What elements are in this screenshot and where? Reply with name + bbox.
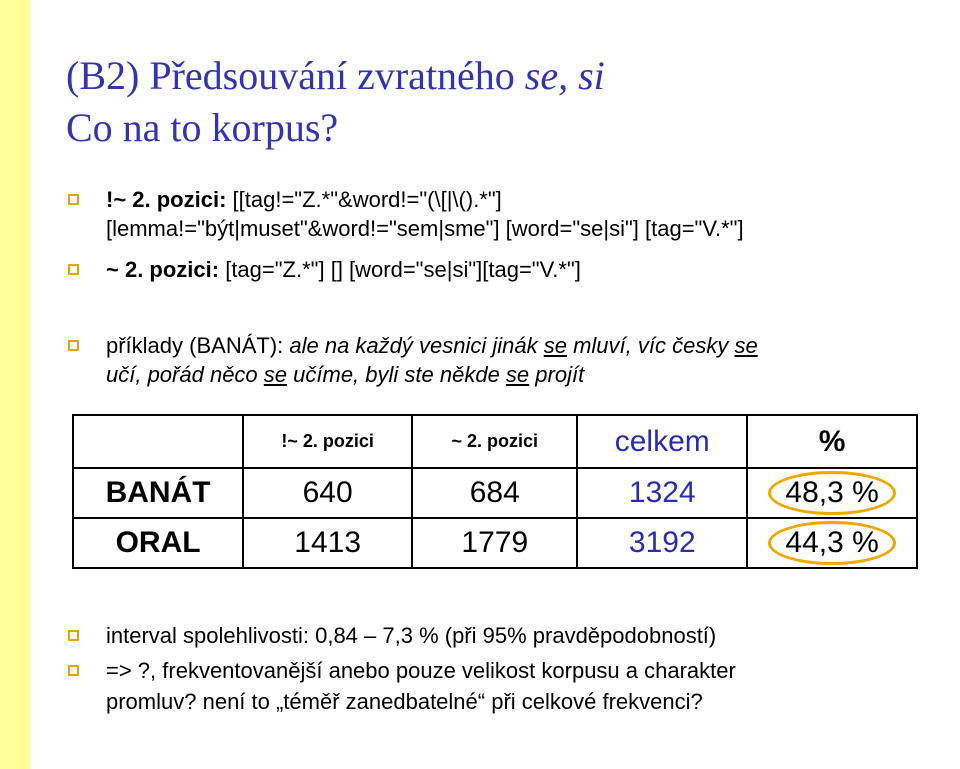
bullet-1-query: [[tag!="Z.*"&word!="(\[|\().*"] [226, 187, 502, 212]
underlined-se: se [263, 362, 288, 387]
example-text-segment: projít [529, 362, 585, 387]
bullet-1-line-2: [lemma!="být|muset"&word!="sem|sme"] [wo… [106, 216, 744, 241]
bullet-square-icon [68, 264, 79, 275]
bullet-4-line: interval spolehlivosti: 0,84 – 7,3 % (př… [106, 623, 717, 648]
row-label-oral: ORAL [71, 517, 245, 569]
bullet-square-icon [68, 194, 79, 205]
side-accent-bar [0, 0, 30, 769]
cell-oral-percent: 44,3 % [746, 517, 918, 569]
frequency-table: !~ 2. pozici ~ 2. pozici celkem % BANÁT … [71, 414, 918, 569]
bullet-square-icon [68, 630, 79, 641]
example-text-segment: mluví, víc česky [566, 333, 735, 358]
bullet-5-line-2: promluv? není to „téměř zanedbatelné“ př… [106, 689, 703, 714]
cell-banat-second: 684 [411, 467, 579, 519]
table-row: ORAL 1413 1779 3192 44,3 % [71, 517, 918, 569]
title-line-1-italic: se, si [524, 53, 605, 98]
underlined-se: se [734, 333, 758, 358]
row-label-banat: BANÁT [71, 467, 245, 519]
bullet-2-label: ~ 2. pozici: [106, 257, 220, 282]
cell-banat-not-second: 640 [242, 467, 414, 519]
title-line-1-text: (B2) Předsouvání zvratného [66, 53, 525, 98]
cell-oral-second: 1779 [411, 517, 579, 569]
bullet-2-line: ~ 2. pozici: [tag="Z.*"] [] [word="se|si… [106, 255, 581, 284]
highlight-circle: 44,3 % [768, 521, 896, 565]
table-row: BANÁT 640 684 1324 48,3 % [71, 467, 918, 519]
underlined-se: se [543, 333, 567, 358]
bullet-square-icon [68, 340, 79, 351]
table-header-empty [71, 414, 245, 469]
example-sentence-1: ale na každý vesnici jinák se mluví, víc… [289, 333, 757, 358]
example-text-segment: učíme, byli ste někde [287, 362, 506, 387]
cell-banat-percent: 48,3 % [746, 467, 918, 519]
slide-title: (B2) Předsouvání zvratného se, si Co na … [66, 50, 605, 154]
bullet-1-label: !~ 2. pozici: [106, 187, 227, 212]
table-header-percent: % [746, 414, 918, 469]
example-text-segment: učí, pořád něco [106, 362, 264, 387]
cell-oral-total: 3192 [576, 517, 749, 569]
bullet-2-query: [tag="Z.*"] [] [word="se|si"][tag="V.*"] [219, 257, 581, 282]
highlight-circle: 48,3 % [768, 471, 896, 515]
bullet-1-line-1: !~ 2. pozici: [[tag!="Z.*"&word!="(\[|\(… [106, 185, 502, 214]
underlined-se: se [505, 362, 530, 387]
cell-banat-total: 1324 [576, 467, 749, 519]
bullet-5-line-1: => ?, frekventovanější anebo pouze velik… [106, 658, 736, 683]
table-header-second: ~ 2. pozici [411, 414, 579, 469]
table-header-total: celkem [576, 414, 749, 469]
title-line-1: (B2) Předsouvání zvratného se, si [66, 50, 605, 102]
table-header-row: !~ 2. pozici ~ 2. pozici celkem % [71, 414, 918, 469]
cell-oral-not-second: 1413 [242, 517, 414, 569]
title-line-2: Co na to korpus? [66, 105, 339, 150]
bullet-3-label: příklady (BANÁT): [106, 333, 290, 358]
bullet-3-line-1: příklady (BANÁT): ale na každý vesnici j… [106, 331, 758, 360]
example-text-segment: ale na každý vesnici jinák [289, 333, 544, 358]
bullet-square-icon [68, 665, 79, 676]
example-sentence-2: učí, pořád něco se učíme, byli ste někde… [106, 360, 584, 389]
table-header-not-second: !~ 2. pozici [242, 414, 414, 469]
